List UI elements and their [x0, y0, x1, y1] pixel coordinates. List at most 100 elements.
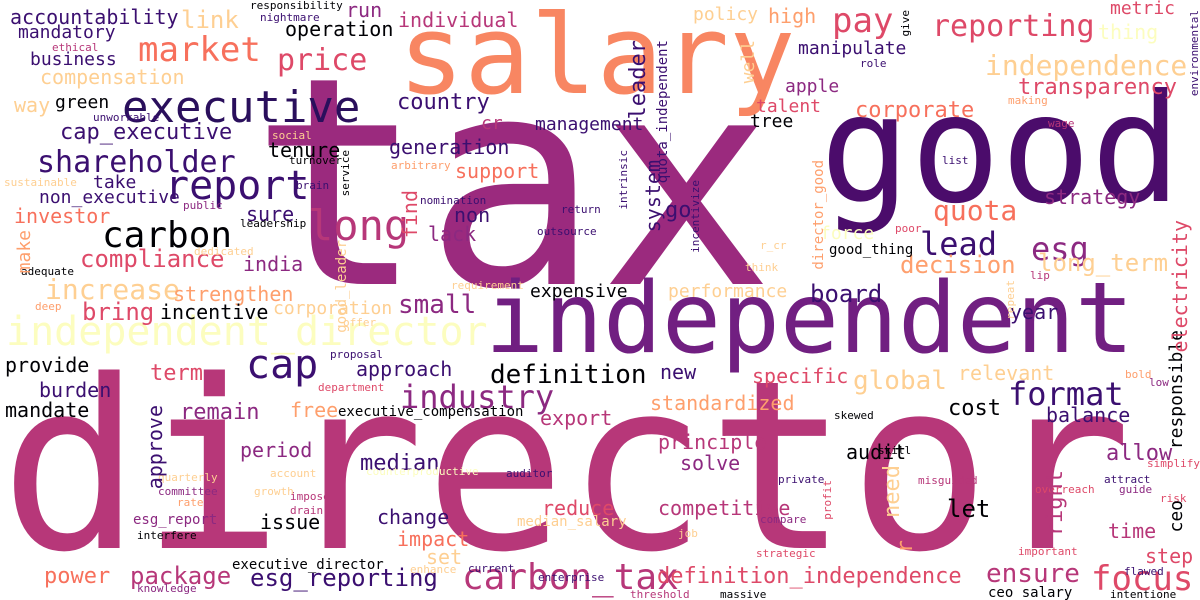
cloud-word-deep: deep	[35, 300, 62, 313]
cloud-word-knowledge: knowledge	[137, 582, 197, 595]
cloud-word-need: need	[880, 465, 905, 518]
cloud-word-competitive: competitive	[658, 496, 791, 520]
cloud-word-business: business	[30, 49, 117, 70]
cloud-word-proposal: proposal	[330, 348, 383, 361]
cloud-word-reporting: reporting	[932, 9, 1095, 44]
cloud-word-department: department	[318, 381, 385, 394]
cloud-word-counterproductive: counterproductive	[366, 465, 479, 478]
cloud-word-burden: burden	[39, 378, 112, 402]
cloud-word-green: green	[55, 92, 110, 113]
cloud-word-board: board	[810, 280, 883, 308]
cloud-word-thing: thing	[1098, 20, 1159, 44]
cloud-word-remain: remain	[180, 400, 260, 425]
cloud-word-flawed: flawed	[1124, 565, 1164, 578]
cloud-word-year: year	[1010, 300, 1059, 324]
cloud-word-interfere: interfere	[137, 529, 197, 542]
cloud-word-generation: generation	[389, 135, 510, 159]
cloud-word-compliance: compliance	[80, 245, 225, 273]
cloud-word-executive-director: executive_director	[232, 557, 384, 573]
cloud-word-let: let	[947, 495, 991, 523]
cloud-word-good-leader: good_leader	[334, 240, 350, 333]
cloud-word-median: median	[360, 451, 440, 476]
cloud-word-india: india	[243, 252, 304, 276]
cloud-word-independent: independent	[485, 262, 1135, 376]
cloud-word-incentivize: incentivize	[689, 180, 702, 253]
cloud-word-offer: offer	[343, 316, 377, 329]
cloud-word-good: good	[820, 63, 1182, 237]
cloud-word-committee: committee	[158, 485, 218, 498]
cloud-word-right: right	[1043, 470, 1068, 537]
cloud-word-system: system	[641, 160, 665, 233]
cloud-word-high: high	[768, 4, 817, 28]
cloud-word-way: way	[14, 93, 51, 117]
cloud-word-corporation: corporation	[273, 298, 393, 319]
cloud-word-corporate: corporate	[855, 98, 975, 123]
cloud-word-role: role	[860, 57, 887, 70]
cloud-word-carbon: carbon	[102, 215, 233, 256]
cloud-word-account: account	[270, 467, 317, 480]
cloud-word-standardized: standardized	[650, 391, 795, 415]
cloud-word-allow: allow	[1106, 441, 1173, 466]
cloud-word-bring: bring	[82, 298, 155, 326]
cloud-word-skewed: skewed	[834, 409, 874, 422]
cloud-word-well: well	[738, 40, 759, 84]
cloud-word-environmental: environmental	[1188, 10, 1200, 97]
cloud-word-growth: growth	[254, 485, 294, 498]
cloud-word-social: social	[272, 129, 312, 142]
cloud-word-incentive: incentive	[160, 300, 269, 324]
cloud-word-director: director	[0, 331, 1132, 600]
cloud-word-metric: metric	[1110, 0, 1176, 19]
cloud-word-making: making	[1008, 94, 1048, 107]
cloud-word-strengthen: strengthen	[173, 282, 294, 306]
cloud-word-return: return	[561, 203, 601, 216]
cloud-word-good-thing: good_thing	[829, 242, 914, 258]
cloud-word-median-salary: median_salary	[517, 514, 627, 530]
cloud-word-specific: specific	[752, 364, 849, 388]
cloud-word-repeat: repeat	[1004, 280, 1017, 320]
cloud-word-country: country	[397, 90, 490, 115]
cloud-word-esg-reporting: esg_reporting	[250, 564, 438, 592]
cloud-word-job: job	[678, 527, 698, 540]
cloud-word-requirement: requirement	[451, 279, 524, 292]
cloud-word-current: current	[468, 562, 515, 575]
cloud-word-quota: quota	[933, 194, 1018, 227]
cloud-word-reduce: reduce	[542, 496, 615, 520]
cloud-word-tenure: tenure	[268, 138, 341, 162]
cloud-word-compare: compare	[760, 513, 807, 526]
cloud-word-term: term	[150, 361, 203, 386]
cloud-word-power: power	[44, 564, 111, 589]
cloud-word-leadership: leadership	[240, 217, 307, 230]
cloud-word-global: global	[853, 366, 947, 396]
cloud-word-executive: executive	[122, 82, 361, 133]
cloud-word-strategic: strategic	[756, 547, 816, 560]
cloud-word-give: give	[899, 10, 912, 37]
cloud-word-esg-report: esg_report	[133, 512, 218, 528]
cloud-word-private: private	[778, 473, 825, 486]
cloud-word-definition: definition	[490, 360, 647, 390]
cloud-word-cap-executive: cap_executive	[60, 120, 233, 145]
cloud-word-make: make	[14, 230, 35, 274]
cloud-word-enhance: enhance	[410, 563, 457, 576]
cloud-word-leader: leader	[626, 40, 651, 120]
cloud-word-adequate: adequate	[21, 265, 74, 278]
cloud-word-balance: balance	[1046, 403, 1131, 427]
cloud-word-set: set	[426, 545, 463, 569]
cloud-word-salary: salary	[398, 0, 796, 119]
cloud-word-low: low	[1149, 376, 1169, 389]
cloud-word-dedicated: dedicated	[194, 245, 254, 258]
cloud-word-ceo-salary: ceo_salary	[988, 585, 1073, 600]
cloud-word-non-executive: non_executive	[39, 187, 180, 208]
cloud-word-mandatory: mandatory	[18, 22, 116, 43]
cloud-word-go: go	[665, 198, 692, 223]
cloud-word-auditor: auditor	[506, 467, 553, 480]
cloud-word-electricity: electricity	[1168, 220, 1192, 353]
cloud-word-report: report	[165, 163, 310, 209]
cloud-word-ensure: ensure	[986, 559, 1080, 589]
cloud-word-take: take	[93, 172, 137, 193]
cloud-word-format: format	[1008, 375, 1124, 413]
cloud-word-compensation: compensation	[40, 65, 185, 89]
cloud-word-tree: tree	[750, 111, 794, 132]
cloud-word-accountability: accountability	[10, 5, 179, 29]
cloud-word-apple: apple	[785, 76, 840, 97]
